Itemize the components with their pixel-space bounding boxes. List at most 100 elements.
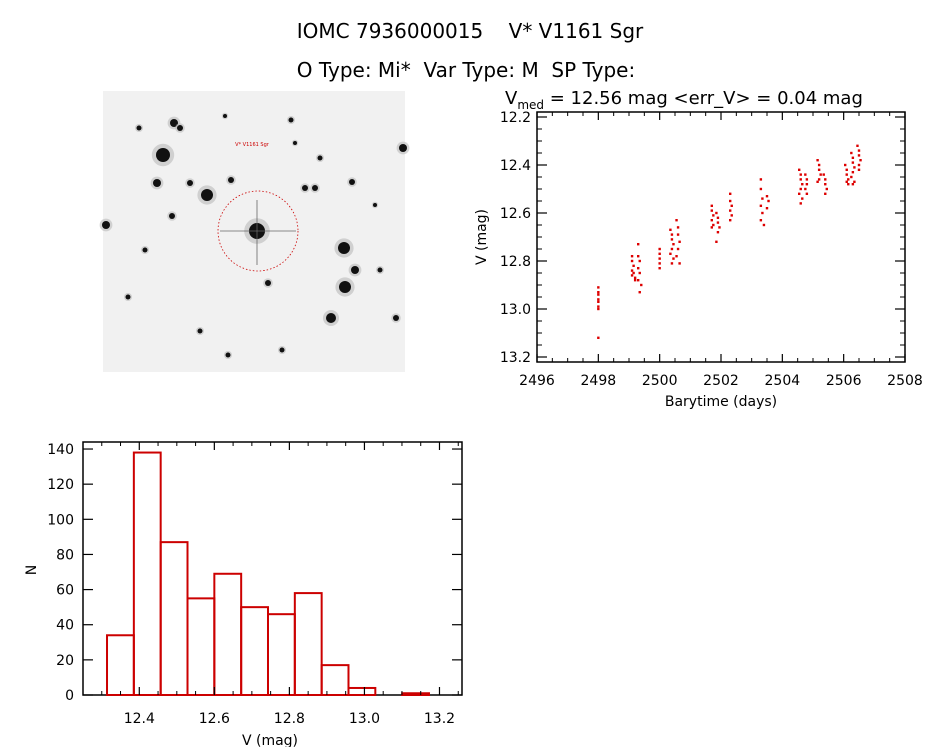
histogram-bar (293, 592, 323, 697)
data-point (658, 262, 661, 265)
data-point (845, 180, 848, 183)
data-point (672, 257, 675, 260)
data-point (819, 173, 822, 176)
histogram-bar (213, 572, 243, 696)
data-point (638, 271, 641, 275)
star (393, 315, 399, 321)
y-tick-label: 140 (47, 442, 74, 458)
y-tick-label: 20 (56, 653, 74, 669)
data-point (715, 240, 718, 243)
data-point (716, 221, 720, 224)
data-point (597, 300, 600, 303)
data-point (844, 163, 847, 167)
y-tick-label: 0 (65, 688, 74, 704)
histogram-plot: 12.4 12.6 12.8 13.0 13.2 0 20 40 60 80 100 120 140 V… (24, 441, 463, 747)
light-curve-xlabel: Barytime (days) (665, 394, 777, 410)
histogram-bar (347, 686, 377, 697)
data-point (798, 168, 801, 171)
data-point (799, 202, 802, 205)
data-point (658, 247, 661, 251)
data-point (597, 336, 600, 339)
star (169, 213, 175, 219)
data-point (799, 173, 802, 176)
data-point (817, 178, 821, 181)
data-point (712, 223, 715, 227)
data-point (825, 187, 828, 191)
data-point (633, 276, 637, 279)
x-tick-label: 2498 (581, 373, 617, 389)
data-point (857, 149, 861, 152)
y-tick-label: 12.4 (500, 158, 531, 174)
star (228, 177, 234, 183)
star (349, 179, 355, 185)
y-tick-label: 80 (56, 547, 74, 563)
data-point (638, 291, 641, 294)
data-point (670, 262, 674, 265)
star (302, 185, 308, 191)
data-point (637, 279, 640, 282)
y-tick-label: 60 (56, 583, 74, 599)
light-curve-points (597, 144, 862, 339)
data-point (851, 171, 855, 174)
data-point (845, 168, 848, 171)
histogram-bar (240, 606, 269, 696)
histogram-bar (132, 451, 162, 696)
histogram-bar (186, 597, 216, 696)
star (339, 281, 351, 293)
data-point (801, 183, 804, 186)
target-circle (217, 190, 299, 272)
data-point (759, 187, 763, 191)
data-point (675, 219, 678, 222)
data-point (804, 173, 807, 176)
star (326, 313, 336, 323)
data-point (850, 151, 853, 155)
data-point (630, 274, 634, 277)
y-tick-label: 13.2 (500, 350, 531, 366)
histogram-bar (320, 664, 350, 697)
data-point (710, 226, 713, 229)
data-point (851, 156, 855, 159)
star (399, 144, 407, 152)
data-point (761, 211, 764, 215)
data-point (801, 197, 804, 200)
data-point (715, 211, 718, 215)
data-point (759, 219, 763, 222)
data-point (817, 168, 821, 171)
data-point (847, 183, 850, 186)
star (223, 114, 227, 118)
data-point (816, 159, 819, 162)
data-point (850, 175, 853, 179)
data-point (856, 144, 859, 147)
star (225, 352, 231, 358)
data-point (824, 183, 827, 186)
star (351, 266, 359, 274)
x-tick-label: 2508 (887, 373, 923, 389)
data-point (822, 173, 825, 176)
data-point (676, 226, 680, 229)
x-tick-label: 2504 (765, 373, 801, 389)
x-tick-label: 12.4 (124, 711, 155, 727)
light-curve-title: Vmed = 12.56 mag <err_V> = 0.04 mag (505, 88, 863, 112)
x-tick-label: 13.2 (424, 711, 455, 727)
data-point (718, 226, 721, 229)
data-point (633, 279, 637, 282)
y-tick-label: 120 (47, 477, 74, 493)
data-point (597, 291, 600, 294)
histogram-bars (106, 451, 430, 697)
star (373, 203, 377, 207)
star (293, 141, 297, 145)
data-point (710, 209, 713, 212)
histogram-bar (106, 634, 135, 697)
y-tick-label: 12.8 (500, 254, 531, 270)
data-point (847, 178, 850, 181)
data-point (712, 214, 715, 217)
data-point (857, 168, 861, 171)
data-point (658, 257, 661, 260)
stars (99, 112, 410, 359)
data-point (670, 233, 674, 236)
data-point (630, 255, 634, 258)
data-point (670, 238, 674, 241)
data-point (729, 199, 732, 203)
star (156, 148, 170, 162)
star (338, 242, 350, 254)
